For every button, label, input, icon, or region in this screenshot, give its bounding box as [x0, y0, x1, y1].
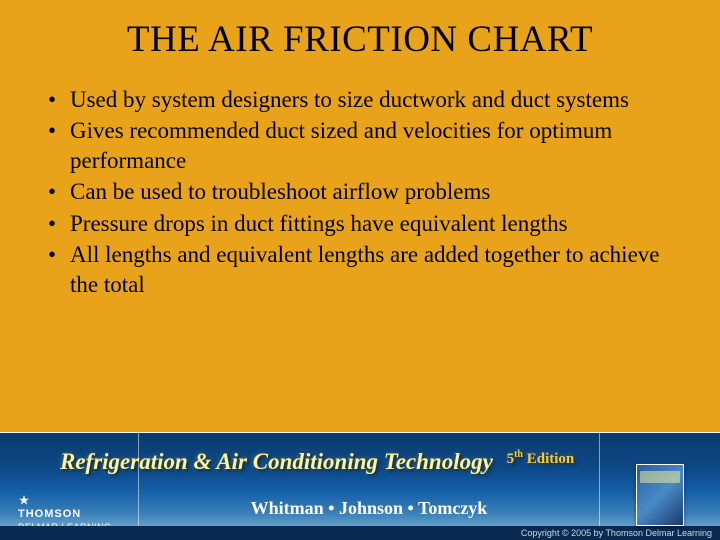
textbook-title-text: Refrigeration & Air Conditioning Technol…	[60, 449, 493, 474]
bullet-item: Gives recommended duct sized and velocit…	[48, 116, 680, 175]
slide: THE AIR FRICTION CHART Used by system de…	[0, 0, 720, 540]
authors-text: Whitman • Johnson • Tomczyk	[251, 498, 488, 519]
content-area: THE AIR FRICTION CHART Used by system de…	[0, 0, 720, 432]
book-thumb-block	[600, 433, 720, 540]
textbook-title: Refrigeration & Air Conditioning Technol…	[60, 449, 660, 475]
publisher-brand: THOMSON	[18, 508, 138, 520]
star-icon	[18, 493, 30, 505]
book-cover-icon	[636, 464, 684, 526]
bullet-list: Used by system designers to size ductwor…	[40, 85, 680, 299]
bullet-item: Used by system designers to size ductwor…	[48, 85, 680, 114]
slide-title: THE AIR FRICTION CHART	[40, 18, 680, 61]
bullet-item: Can be used to troubleshoot airflow prob…	[48, 177, 680, 206]
bullet-item: All lengths and equivalent lengths are a…	[48, 240, 680, 299]
footer-banner: Refrigeration & Air Conditioning Technol…	[0, 432, 720, 540]
bullet-item: Pressure drops in duct fittings have equ…	[48, 209, 680, 238]
edition-label: 5th Edition	[507, 449, 575, 468]
